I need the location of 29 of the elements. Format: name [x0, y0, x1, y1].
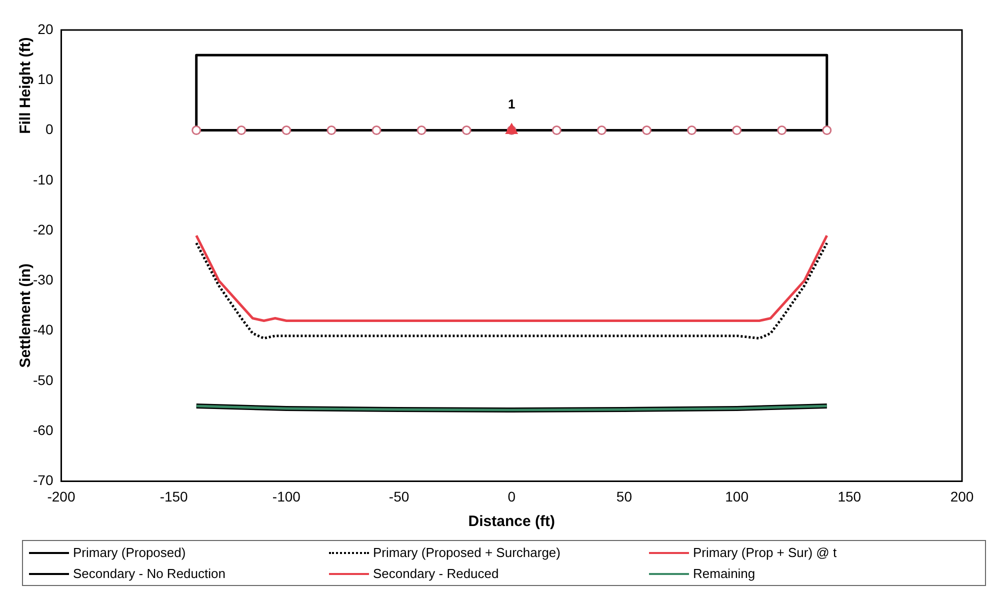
x-axis-title: Distance (ft)	[468, 513, 555, 530]
x-tick-label: -150	[160, 488, 188, 504]
x-tick-label: 200	[950, 488, 974, 504]
x-tick-label: 0	[508, 488, 516, 504]
x-tick-label: 100	[725, 488, 749, 504]
y-tick-label: -10	[33, 171, 54, 188]
y-tick-label: -50	[33, 372, 54, 388]
x-tick-label: 50	[616, 488, 632, 504]
y-tick-label: -20	[33, 221, 54, 238]
x-tick-label: -200	[47, 488, 76, 504]
x-tick-label: 150	[838, 488, 862, 504]
legend-label: Remaining	[693, 566, 756, 581]
y-tick-label: -40	[33, 322, 54, 338]
y-tick-label: 10	[38, 70, 54, 87]
x-tick-label: -50	[388, 488, 410, 504]
y-tick-label: 0	[45, 121, 54, 138]
text: Fill Height (ft)	[17, 37, 34, 134]
x-tick-label: -100	[272, 488, 301, 504]
legend-label: Primary (Proposed + Surcharge)	[373, 545, 560, 560]
y-tick-label: -60	[33, 422, 54, 438]
y-tick-label: -30	[33, 272, 54, 288]
y-tick-label: 20	[38, 20, 54, 37]
y-axis-title: Settlement (in)	[17, 264, 34, 368]
legend-label: Primary (Prop + Sur) @ t	[693, 545, 837, 560]
annotation: 1	[508, 96, 516, 112]
legend-label: Secondary - Reduced	[373, 566, 499, 581]
y-tick-label: -70	[33, 472, 54, 488]
legend-label: Primary (Proposed)	[73, 545, 186, 560]
legend-label: Secondary - No Reduction	[73, 566, 226, 581]
